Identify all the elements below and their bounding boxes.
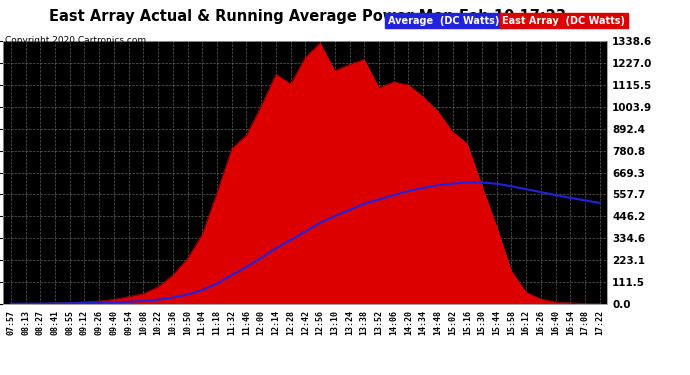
Text: Average  (DC Watts): Average (DC Watts)	[388, 16, 499, 26]
Text: Copyright 2020 Cartronics.com: Copyright 2020 Cartronics.com	[5, 36, 146, 45]
Text: East Array Actual & Running Average Power Mon Feb 10 17:23: East Array Actual & Running Average Powe…	[48, 9, 566, 24]
Text: East Array  (DC Watts): East Array (DC Watts)	[502, 16, 625, 26]
